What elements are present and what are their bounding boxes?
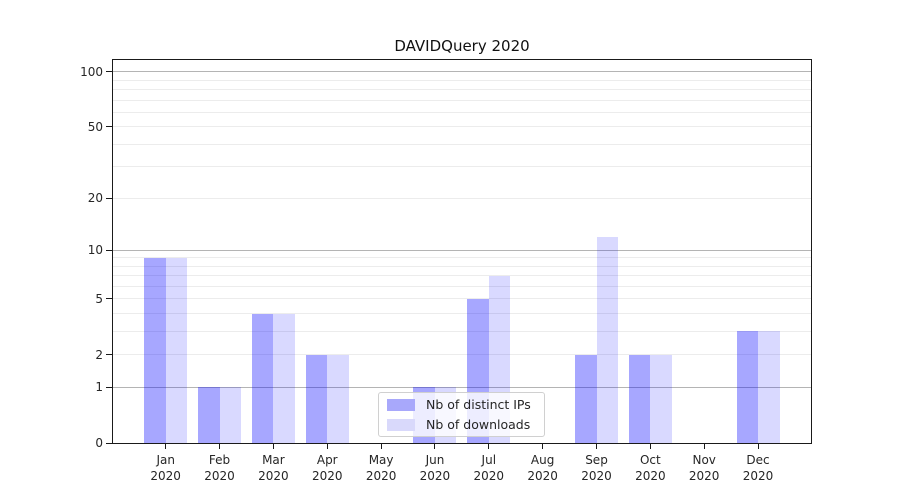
y-tick-2 — [106, 354, 113, 356]
legend-swatch-downloads — [387, 418, 415, 431]
y-tick-5 — [106, 298, 113, 300]
bar-dec-downloads — [758, 331, 780, 443]
bar-oct-downloads — [650, 354, 672, 443]
gridline-minor-80 — [113, 88, 811, 90]
y-tick-label-10: 10 — [87, 243, 103, 258]
gridline-major-1 — [113, 386, 811, 388]
gridline-minor-5 — [113, 298, 811, 300]
gridline-minor-4 — [113, 313, 811, 314]
x-tick-label-jan: Jan 2020 — [150, 453, 181, 483]
x-tick-label-mar: Mar 2020 — [258, 453, 289, 483]
x-tick-jun — [434, 444, 436, 449]
bar-oct-distinct-ips — [628, 354, 651, 443]
y-tick-50 — [106, 126, 113, 128]
x-tick-feb — [219, 444, 221, 449]
bar-jan-downloads — [165, 257, 188, 443]
legend-label: Nb of distinct IPs — [426, 397, 531, 412]
x-tick-label-jul: Jul 2020 — [473, 453, 505, 483]
bar-feb-downloads — [219, 387, 242, 443]
x-tick-label-oct: Oct 2020 — [635, 453, 666, 483]
x-tick-oct — [649, 444, 651, 449]
gridline-minor-20 — [113, 197, 811, 199]
legend: Nb of distinct IPs Nb of downloads — [378, 392, 545, 437]
bar-sep-distinct-ips — [575, 354, 597, 443]
gridline-major-100 — [113, 71, 811, 73]
gridline-minor-2 — [113, 354, 811, 356]
y-tick-20 — [106, 197, 113, 199]
x-tick-nov — [703, 444, 705, 449]
gridline-minor-3 — [113, 330, 811, 332]
bar-apr-distinct-ips — [305, 354, 328, 443]
plot-canvas — [113, 60, 811, 443]
bar-sep-downloads — [596, 236, 618, 443]
x-tick-jul — [488, 444, 490, 449]
gridline-minor-6 — [113, 285, 811, 287]
x-tick-label-jun: Jun 2020 — [419, 453, 451, 483]
y-tick-label-1: 1 — [95, 380, 103, 395]
y-tick-10 — [106, 249, 113, 251]
y-tick-label-50: 50 — [87, 119, 103, 134]
x-tick-sep — [596, 444, 597, 449]
bar-mar-distinct-ips — [251, 313, 274, 443]
y-tick-label-5: 5 — [95, 291, 103, 306]
gridline-minor-8 — [113, 265, 811, 267]
bar-dec-distinct-ips — [736, 331, 759, 443]
bar-mar-downloads — [273, 313, 295, 443]
gridline-minor-50 — [113, 126, 811, 128]
bar-feb-distinct-ips — [198, 387, 220, 443]
legend-entry-distinct-ips: Nb of distinct IPs — [387, 397, 536, 412]
gridline-minor-30 — [113, 166, 811, 168]
x-tick-jan — [165, 444, 167, 449]
x-tick-apr — [326, 444, 328, 449]
x-tick-may — [380, 444, 382, 449]
plot-area — [112, 59, 812, 444]
bar-apr-downloads — [327, 354, 349, 443]
gridline-minor-90 — [113, 79, 811, 81]
x-tick-label-sep: Sep 2020 — [581, 453, 612, 483]
chart-title: DAVIDQuery 2020 — [394, 37, 530, 55]
x-tick-label-apr: Apr 2020 — [311, 453, 343, 483]
x-tick-mar — [272, 444, 274, 449]
x-tick-label-feb: Feb 2020 — [204, 453, 235, 483]
x-tick-dec — [757, 444, 759, 449]
legend-swatch-distinct-ips — [387, 398, 415, 411]
gridline-minor-60 — [113, 111, 811, 113]
x-tick-label-dec: Dec 2020 — [742, 453, 774, 483]
y-tick-0 — [106, 442, 113, 444]
x-tick-label-nov: Nov 2020 — [688, 453, 720, 483]
gridline-minor-40 — [113, 143, 811, 145]
y-tick-label-0: 0 — [95, 436, 103, 450]
y-tick-100 — [106, 71, 113, 73]
legend-label: Nb of downloads — [426, 417, 531, 432]
x-tick-aug — [542, 444, 544, 449]
y-tick-label-2: 2 — [95, 347, 103, 362]
gridline-minor-70 — [113, 99, 811, 101]
legend-entry-downloads: Nb of downloads — [387, 417, 536, 432]
y-tick-1 — [106, 386, 113, 388]
gridline-minor-9 — [113, 257, 811, 259]
y-tick-label-100: 100 — [80, 64, 103, 79]
bar-jan-distinct-ips — [144, 257, 166, 443]
gridline-major-10 — [113, 249, 811, 251]
x-tick-label-aug: Aug 2020 — [527, 453, 558, 483]
gridline-minor-7 — [113, 275, 811, 277]
y-tick-label-20: 20 — [87, 191, 103, 206]
x-tick-label-may: May 2020 — [365, 453, 397, 483]
